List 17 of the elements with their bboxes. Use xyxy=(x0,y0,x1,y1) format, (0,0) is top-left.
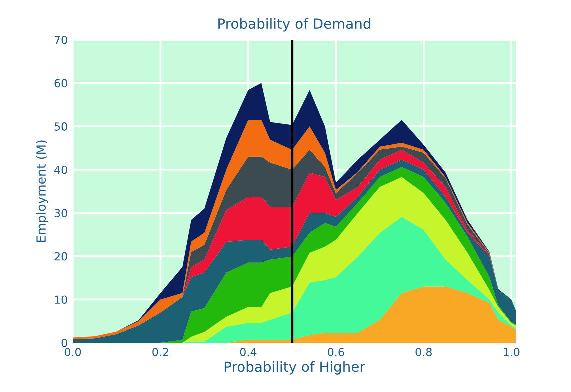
y-tick-label: 40 xyxy=(54,166,68,174)
x-axis-title: Probability of Higher xyxy=(224,361,366,375)
x-tick-label: 0.8 xyxy=(416,348,432,356)
x-tick-label: 0.4 xyxy=(240,348,257,356)
y-axis-title: Employment (M) xyxy=(36,140,48,242)
y-tick-label: 50 xyxy=(54,122,68,131)
y-tick-label: 20 xyxy=(54,252,68,261)
y-tick-label: 0 xyxy=(62,338,68,348)
y-tick-label: 10 xyxy=(55,296,68,304)
x-tick-label: 0.2 xyxy=(152,348,168,356)
x-tick-label: 0.0 xyxy=(64,348,82,356)
y-tick-label: 70 xyxy=(54,36,68,44)
chart-title: Probability of Demand xyxy=(218,18,370,32)
y-tick-label: 30 xyxy=(54,209,68,218)
y-tick-label: 60 xyxy=(54,79,68,88)
x-tick-label: 0.6 xyxy=(328,348,344,356)
x-tick-label: 1.0 xyxy=(504,348,520,356)
